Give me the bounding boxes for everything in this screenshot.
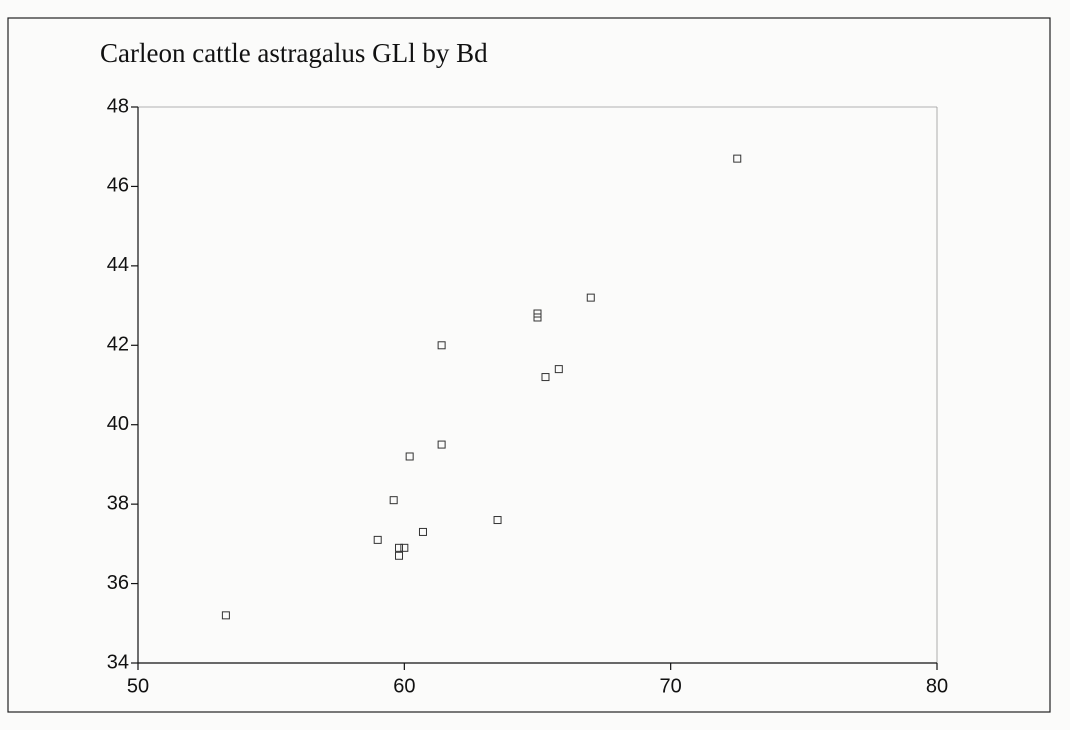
- point: [541, 373, 550, 382]
- y-tick-label: 42: [107, 334, 129, 356]
- point: [554, 365, 563, 374]
- x-tick-label: 80: [926, 675, 948, 697]
- y-tick-label: 36: [107, 572, 129, 594]
- x-tick-label: 50: [127, 675, 149, 697]
- point: [437, 341, 446, 350]
- point: [400, 543, 409, 552]
- y-tick-label: 38: [107, 492, 129, 514]
- point: [221, 611, 230, 620]
- y-tick-label: 34: [107, 651, 129, 673]
- point: [733, 154, 742, 163]
- point: [586, 293, 595, 302]
- point: [405, 452, 414, 461]
- y-tick-label: 48: [107, 95, 129, 117]
- y-tick-label: 46: [107, 175, 129, 197]
- point: [389, 496, 398, 505]
- point: [395, 551, 404, 560]
- y-tick-label: 40: [107, 413, 129, 435]
- y-tick-label: 44: [107, 254, 129, 276]
- x-tick-label: 70: [660, 675, 682, 697]
- point: [395, 543, 404, 552]
- chart-title: Carleon cattle astragalus GLl by Bd: [100, 38, 488, 68]
- point: [493, 516, 502, 525]
- x-tick-label: 60: [393, 675, 415, 697]
- frame: [7, 17, 1051, 713]
- point: [533, 313, 542, 322]
- point: [437, 440, 446, 449]
- point: [418, 527, 427, 536]
- point: [373, 535, 382, 544]
